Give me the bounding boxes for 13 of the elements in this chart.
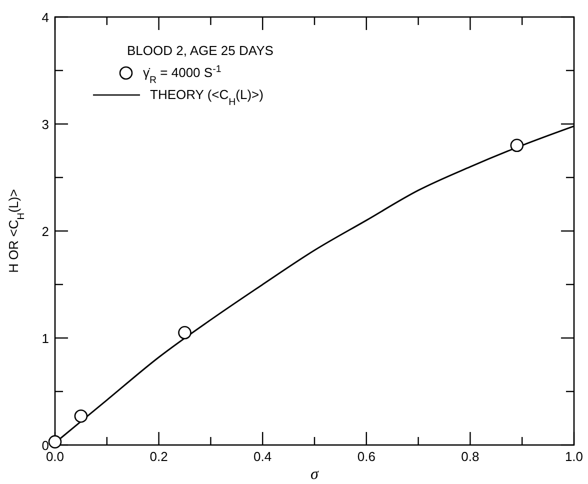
y-tick-label: 4	[42, 10, 49, 25]
x-tick-label: 0.8	[461, 449, 480, 464]
y-tick-label: 2	[42, 224, 49, 239]
y-tick-label: 1	[42, 331, 49, 346]
y-tick-label: 3	[42, 117, 49, 132]
x-axis-title: σ	[310, 466, 320, 483]
x-tick-label: 1.0	[564, 449, 584, 464]
legend-label: γ̇$_{R}$ = 4000 S$^{-1}$	[143, 64, 222, 86]
x-tick-label: 0.4	[254, 449, 272, 464]
legend-label: THEORY (<C$_{H}$(L)>)	[150, 87, 264, 108]
x-tick-label: 0.6	[357, 449, 376, 464]
x-tick-label: 0.2	[150, 449, 168, 464]
legend-title: BLOOD 2, AGE 25 DAYS	[127, 43, 274, 58]
